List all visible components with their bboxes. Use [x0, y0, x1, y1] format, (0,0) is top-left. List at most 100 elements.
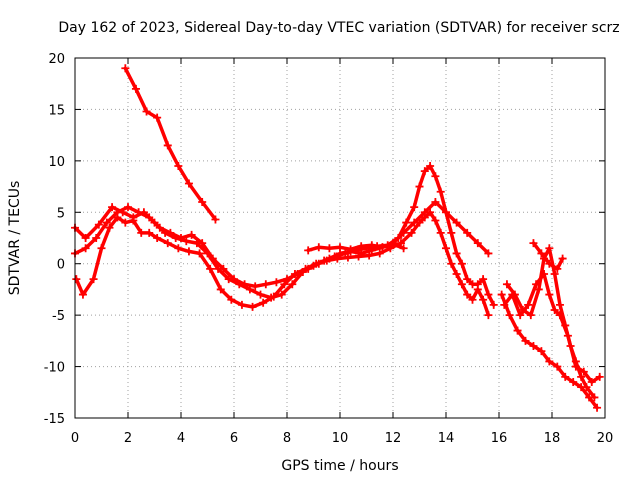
series-track-4: [71, 198, 493, 291]
y-tick-labels: -15 -10 -5 0 5 10 15 20: [44, 52, 65, 427]
data-point: [134, 208, 143, 217]
data-point: [420, 208, 429, 217]
data-point: [452, 218, 461, 227]
data-point: [259, 298, 268, 307]
data-point: [521, 336, 530, 345]
data-point: [357, 242, 366, 251]
y-tick-label: 15: [48, 103, 65, 118]
data-point: [272, 278, 281, 287]
data-point: [129, 213, 138, 222]
data-point: [248, 302, 257, 311]
data-point: [283, 275, 291, 284]
data-point: [545, 357, 554, 366]
data-point: [108, 203, 117, 212]
x-tick-label: 16: [491, 431, 508, 446]
data-point: [402, 218, 411, 227]
data-point: [142, 107, 151, 116]
data-point: [569, 378, 578, 386]
data-point: [216, 285, 225, 294]
data-point: [219, 264, 228, 273]
data-point: [558, 254, 567, 263]
series-layer: [71, 64, 604, 412]
data-point: [367, 241, 376, 250]
data-point: [92, 234, 101, 242]
data-point: [420, 167, 429, 176]
data-point: [436, 187, 445, 196]
data-point: [131, 84, 140, 93]
data-point: [267, 293, 276, 302]
data-point: [505, 311, 514, 320]
data-point: [97, 244, 106, 253]
y-tick-label: 20: [48, 52, 65, 67]
data-point: [484, 311, 493, 320]
data-point: [94, 220, 103, 229]
data-point: [81, 234, 90, 242]
data-point: [211, 215, 220, 224]
data-point: [513, 326, 522, 335]
data-point: [529, 239, 538, 248]
data-point: [182, 237, 191, 246]
data-point: [566, 342, 575, 350]
x-tick-label: 10: [332, 431, 349, 446]
data-point: [251, 282, 260, 291]
y-tick-label: 5: [57, 206, 65, 221]
data-point: [375, 249, 384, 258]
data-point: [261, 280, 270, 289]
data-point: [166, 228, 175, 237]
data-point: [510, 290, 519, 299]
data-point: [378, 243, 387, 252]
data-point: [463, 275, 472, 284]
data-point: [399, 228, 408, 237]
data-point: [526, 311, 535, 320]
series-track-5: [304, 240, 408, 255]
data-point: [153, 113, 162, 122]
x-tick-label: 4: [177, 431, 185, 446]
series-line: [73, 200, 491, 289]
data-point: [198, 239, 207, 248]
data-point: [208, 254, 217, 263]
y-tick-label: -15: [44, 412, 65, 427]
data-point: [206, 264, 215, 273]
data-point: [553, 264, 562, 273]
data-point: [577, 372, 586, 381]
data-point: [479, 295, 488, 304]
data-point: [431, 198, 440, 206]
y-tick-label: 10: [48, 155, 65, 170]
data-point: [587, 378, 596, 386]
data-point: [473, 280, 482, 289]
series-track-1: [121, 64, 220, 224]
data-point: [163, 141, 172, 150]
data-point: [590, 393, 599, 402]
data-point: [153, 234, 162, 242]
data-point: [343, 253, 352, 262]
x-tick-label: 0: [71, 431, 79, 446]
data-point: [431, 172, 440, 181]
data-point: [529, 342, 538, 350]
data-point: [550, 306, 559, 314]
data-point: [463, 228, 472, 237]
data-point: [288, 280, 297, 289]
data-point: [256, 290, 265, 299]
data-point: [534, 285, 543, 294]
data-point: [595, 372, 604, 381]
data-point: [121, 218, 130, 227]
data-point: [468, 295, 477, 304]
data-point: [555, 300, 564, 309]
data-point: [227, 295, 236, 304]
data-point: [293, 270, 302, 278]
data-point: [277, 290, 286, 299]
data-point: [545, 244, 554, 253]
data-point: [113, 208, 122, 217]
data-point: [452, 249, 461, 258]
data-point: [230, 275, 238, 284]
data-point: [195, 249, 204, 258]
data-point: [426, 162, 435, 170]
series-line: [306, 242, 406, 253]
x-tick-label: 20: [597, 431, 614, 446]
chart-title: Day 162 of 2023, Sidereal Day-to-day VTE…: [58, 20, 619, 36]
data-point: [497, 290, 506, 299]
data-point: [163, 239, 172, 248]
y-axis-label: SDTVAR / TECUs: [7, 181, 23, 296]
data-point: [524, 300, 533, 309]
data-point: [121, 64, 130, 73]
